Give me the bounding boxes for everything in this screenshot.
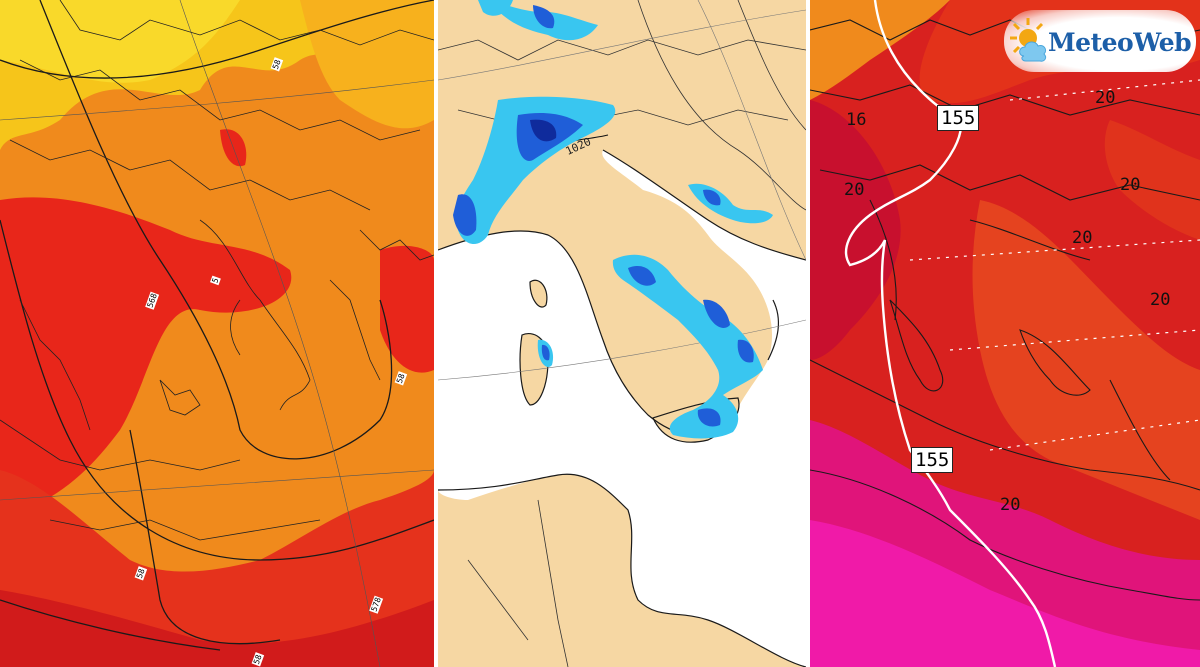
temperature-label: 20	[844, 180, 865, 200]
temperature-label: 20	[1072, 228, 1093, 248]
temperature-label: 20	[1095, 88, 1116, 108]
right-map-canvas	[810, 0, 1200, 667]
isoline-label: 155	[937, 105, 980, 131]
left-map-canvas	[0, 0, 434, 667]
temperature-label: 20	[1000, 495, 1021, 515]
middle-map-canvas	[438, 0, 806, 667]
left-temperature-map: 58 568 5 58 58 578 58	[0, 0, 434, 667]
panel-divider	[434, 0, 438, 667]
temperature-label: 20	[1150, 290, 1171, 310]
logo-text: MeteoWeb	[1048, 28, 1192, 57]
meteoweb-logo: MeteoWeb	[1004, 10, 1196, 72]
middle-precipitation-map: 1020	[438, 0, 806, 667]
temperature-label: 20	[1120, 175, 1141, 195]
isoline-label: 155	[911, 447, 954, 473]
right-temperature-map: 155 155 16 20 20 20 20 20 20	[810, 0, 1200, 667]
temperature-label: 16	[846, 110, 867, 130]
panel-divider	[806, 0, 810, 667]
sun-cloud-icon	[1010, 18, 1047, 62]
